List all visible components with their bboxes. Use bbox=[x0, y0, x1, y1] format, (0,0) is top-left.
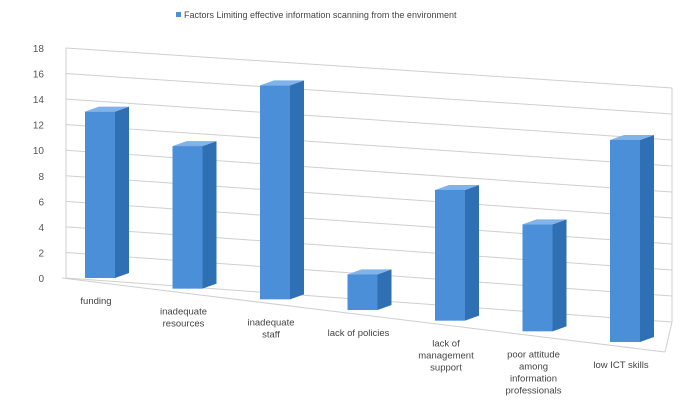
bar-front bbox=[522, 224, 553, 332]
bar-front bbox=[85, 111, 115, 278]
gridline bbox=[65, 226, 673, 271]
bar-top bbox=[260, 80, 304, 86]
gridline bbox=[65, 124, 673, 167]
y-tick-label: 10 bbox=[33, 146, 45, 157]
y-tick-label: 4 bbox=[38, 223, 44, 234]
category-label-line: support bbox=[430, 363, 462, 374]
gridline bbox=[65, 149, 673, 193]
category-label: lack of policies bbox=[328, 328, 390, 339]
bar-front bbox=[172, 146, 203, 289]
category-label: low ICT skills bbox=[593, 360, 648, 371]
category-label-line: inadequate bbox=[247, 317, 294, 328]
legend-label: Factors Limiting effective information s… bbox=[184, 10, 457, 20]
y-tick-label: 2 bbox=[38, 248, 44, 259]
category-label-line: professionals bbox=[506, 385, 562, 396]
y-tick-label: 12 bbox=[33, 121, 45, 132]
bar-top bbox=[347, 269, 392, 275]
y-tick-label: 6 bbox=[38, 197, 44, 208]
gridline bbox=[65, 73, 673, 115]
legend: Factors Limiting effective information s… bbox=[176, 10, 457, 20]
y-axis-ticks: 0 2 4 6 8 10 12 14 16 18 bbox=[33, 44, 45, 285]
bar bbox=[85, 106, 129, 278]
category-label-line: information bbox=[510, 373, 557, 384]
gridline bbox=[65, 98, 673, 141]
bar-top bbox=[85, 106, 129, 112]
category-label: poor attitude among information professiona… bbox=[506, 349, 562, 396]
bar-front bbox=[610, 139, 640, 342]
gridline bbox=[65, 200, 673, 245]
y-tick-label: 18 bbox=[33, 44, 45, 55]
y-tick-label: 16 bbox=[33, 70, 45, 81]
bar-front bbox=[260, 85, 290, 300]
gridline bbox=[65, 47, 673, 89]
floor-right-edge bbox=[664, 321, 673, 353]
grid bbox=[61, 47, 673, 353]
bar-side bbox=[552, 219, 567, 332]
bar bbox=[172, 141, 217, 289]
bar-top bbox=[610, 134, 654, 140]
legend-swatch bbox=[176, 12, 181, 17]
bar-side bbox=[640, 134, 654, 342]
category-label-line: lack of bbox=[432, 339, 460, 350]
bar-side bbox=[465, 184, 479, 321]
category-label: lack of management support bbox=[418, 339, 474, 374]
category-label-line: staff bbox=[262, 329, 280, 340]
bar bbox=[260, 80, 304, 300]
bar-top bbox=[172, 141, 217, 147]
bar bbox=[435, 184, 479, 321]
category-label-line: inadequate bbox=[160, 307, 207, 318]
bar bbox=[522, 219, 567, 332]
category-label-line: among bbox=[519, 361, 548, 372]
category-label-line: low ICT skills bbox=[593, 360, 648, 371]
floor-front-edge bbox=[61, 277, 666, 353]
y-tick-label: 0 bbox=[38, 274, 44, 285]
bar-top bbox=[435, 184, 479, 190]
category-label-line: management bbox=[418, 351, 474, 362]
bar-side bbox=[202, 141, 217, 289]
bar-top bbox=[522, 219, 567, 225]
category-label: funding bbox=[80, 296, 111, 307]
category-label: inadequate staff bbox=[247, 317, 294, 340]
bar bbox=[347, 269, 392, 310]
category-label: inadequate resources bbox=[160, 307, 207, 330]
gridline bbox=[65, 175, 673, 219]
bar-side bbox=[115, 106, 129, 278]
bar-front bbox=[435, 189, 465, 321]
category-label-line: lack of policies bbox=[328, 328, 390, 339]
bar bbox=[610, 134, 654, 342]
bar-front bbox=[347, 274, 378, 310]
bar-side bbox=[290, 80, 304, 300]
category-label-line: funding bbox=[80, 296, 111, 307]
category-label-line: poor attitude bbox=[507, 349, 560, 360]
bar-side bbox=[377, 269, 392, 310]
y-tick-label: 8 bbox=[38, 172, 44, 183]
category-label-line: resources bbox=[163, 319, 205, 330]
bars bbox=[85, 80, 654, 342]
y-tick-label: 14 bbox=[33, 95, 45, 106]
